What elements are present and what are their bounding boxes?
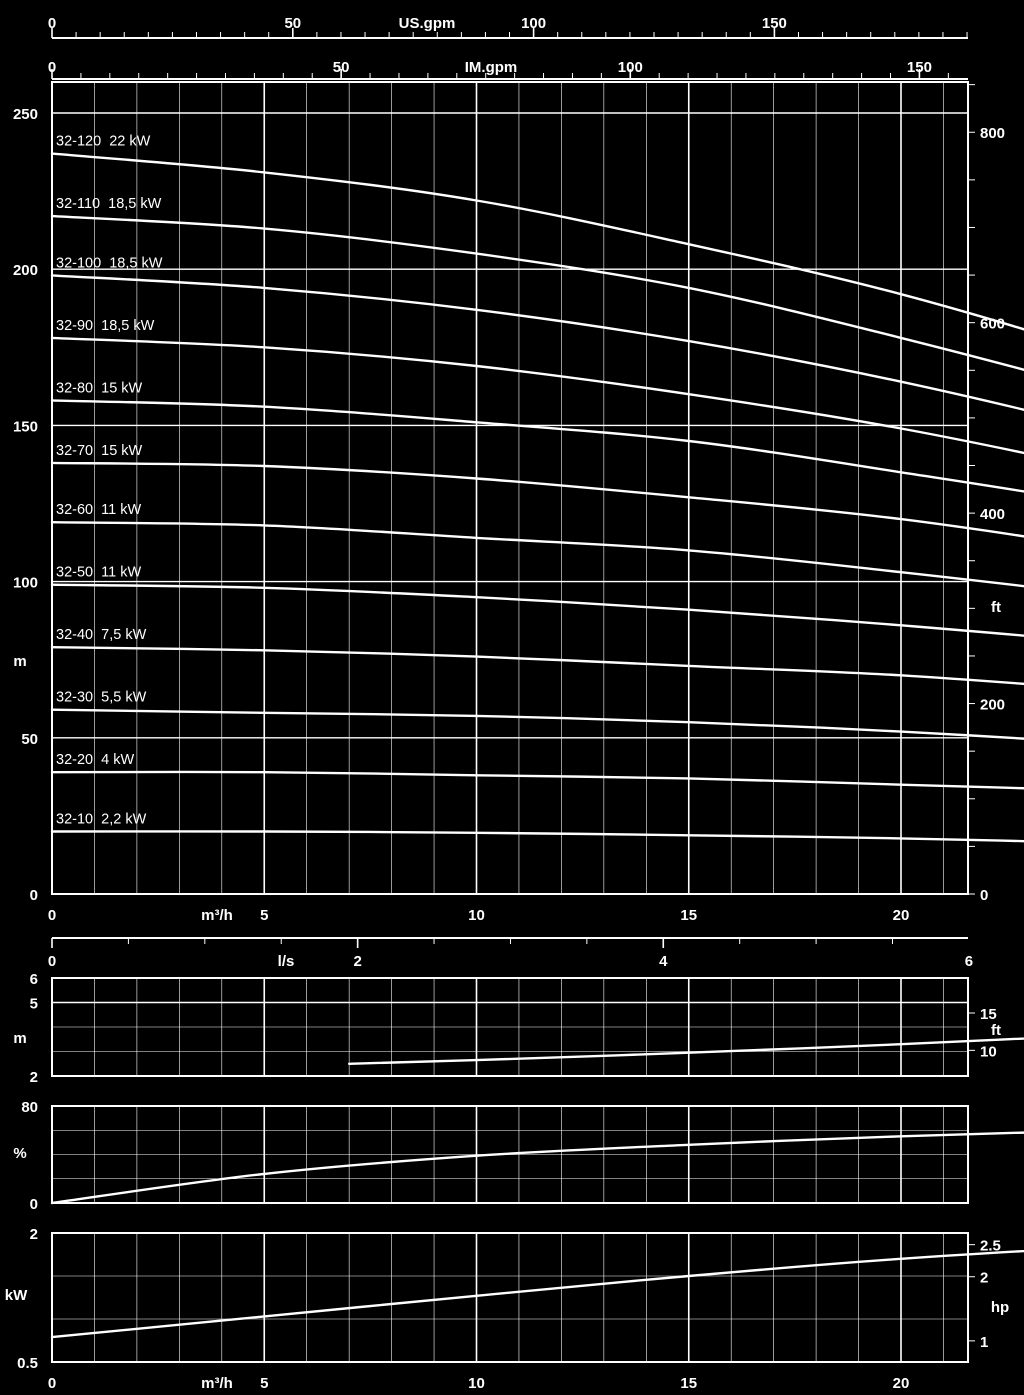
head-curve-label: 32-60 11 kW [56, 502, 141, 518]
head-curve-label: 32-40 7,5 kW [56, 627, 147, 643]
ls-axis-tick-label: 6 [965, 953, 973, 970]
npsh-y-tick-label: 6 [30, 971, 38, 988]
head-y-tick-label: 200 [13, 262, 38, 279]
npsh-y2-axis-label: ft [991, 1022, 1001, 1039]
axes-layer [51, 28, 975, 1363]
ls-axis-unit: l/s [278, 953, 295, 970]
head-curve-label: 32-90 18,5 kW [56, 318, 155, 334]
power-x-tick-label: 5 [260, 1375, 268, 1392]
head-curve [50, 708, 1024, 740]
curves-layer [50, 152, 1024, 1339]
efficiency-y-tick-label: 80 [21, 1099, 38, 1116]
head-x-tick-label: 5 [260, 907, 268, 924]
flow-axis-tick-label: 150 [907, 59, 932, 76]
power-y-tick-label: 0.5 [17, 1355, 38, 1372]
flow-axis-tick-label: 100 [521, 15, 546, 32]
head-curve-label: 32-80 15 kW [56, 380, 143, 396]
efficiency-y-tick-label: 0 [30, 1196, 38, 1213]
power-y-tick-label: 2 [30, 1226, 38, 1243]
head-curve [50, 521, 1024, 588]
flow-axis-unit: IM.gpm [465, 59, 518, 76]
head-curve-label: 32-50 11 kW [56, 565, 141, 581]
power-y2-axis-label: hp [991, 1299, 1009, 1316]
head-y-axis-label: m [13, 653, 26, 670]
head-x-tick-label: 10 [468, 907, 485, 924]
head-curve [50, 770, 1024, 790]
ls-axis-tick-label: 4 [659, 953, 668, 970]
head-x-tick-label: 20 [893, 907, 910, 924]
power-x-tick-label: 15 [680, 1375, 697, 1392]
head-curve-label: 32-100 18,5 kW [56, 255, 163, 271]
head-x-axis-unit: m³/h [201, 907, 233, 924]
power-y2-tick-label: 2 [980, 1270, 988, 1287]
npsh-y2-tick-label: 10 [980, 1043, 997, 1060]
head-curve [50, 152, 1024, 331]
power-y2-tick-label: 2.5 [980, 1238, 1001, 1255]
head-curve [50, 336, 1024, 455]
flow-axis-tick-label: 100 [618, 59, 643, 76]
power-x-axis-unit: m³/h [201, 1375, 233, 1392]
npsh-y-tick-label: 5 [30, 996, 38, 1013]
power-x-tick-label: 10 [468, 1375, 485, 1392]
head-y-tick-label: 150 [13, 418, 38, 435]
ls-axis-tick-label: 2 [353, 953, 361, 970]
head-curve-label: 32-110 18,5 kW [56, 196, 162, 212]
head-curve [50, 830, 1024, 843]
head-curve-label: 32-120 22 kW [56, 134, 151, 150]
head-curve [50, 646, 1024, 686]
flow-axis-unit: US.gpm [399, 15, 456, 32]
power-chart-frame [51, 1232, 969, 1363]
power-x-tick-label: 20 [893, 1375, 910, 1392]
flow-axis-tick-label: 50 [333, 59, 350, 76]
head-curve-label: 32-30 5,5 kW [56, 690, 147, 706]
efficiency-curve [50, 1131, 1024, 1205]
head-y2-tick-label: 200 [980, 697, 1005, 714]
head-y2-axis-label: ft [991, 599, 1001, 616]
head-x-tick-label: 15 [680, 907, 697, 924]
power-y-axis-label: kW [5, 1287, 28, 1304]
head-y-tick-label: 0 [30, 887, 38, 904]
head-y-tick-label: 250 [13, 106, 38, 123]
head-y2-tick-label: 400 [980, 506, 1005, 523]
head-x-tick-label: 0 [48, 907, 56, 924]
head-y-tick-label: 50 [21, 731, 38, 748]
head-y2-tick-label: 800 [980, 125, 1005, 142]
head-curve [50, 399, 1024, 493]
ls-axis-tick-label: 0 [48, 953, 56, 970]
flow-axis-tick-label: 150 [762, 15, 787, 32]
head-curve [50, 214, 1024, 371]
head-curve [50, 274, 1024, 411]
npsh-y-axis-label: m [13, 1030, 26, 1047]
head-curve-label: 32-70 15 kW [56, 443, 143, 459]
flow-axis-tick-label: 50 [284, 15, 301, 32]
head-curve-label: 32-10 2,2 kW [56, 812, 147, 828]
power-curve [50, 1249, 1024, 1339]
flow-axis-tick-label: 0 [48, 59, 56, 76]
power-y2-tick-label: 1 [980, 1334, 988, 1351]
head-y2-tick-label: 600 [980, 316, 1005, 333]
head-chart-frame [51, 81, 969, 895]
power-x-tick-label: 0 [48, 1375, 56, 1392]
efficiency-y-axis-label: % [13, 1145, 26, 1162]
head-curve [50, 583, 1024, 637]
head-curve-label: 32-20 4 kW [56, 752, 134, 768]
efficiency-chart-frame [51, 1105, 969, 1204]
npsh-y2-tick-label: 15 [980, 1006, 997, 1023]
npsh-chart-frame [51, 977, 969, 1077]
head-y-tick-label: 100 [13, 575, 38, 592]
npsh-curve [348, 1037, 1024, 1065]
npsh-y-tick-label: 2 [30, 1069, 38, 1086]
head-y2-tick-label: 0 [980, 887, 988, 904]
head-curve [50, 461, 1024, 538]
flow-axis-tick-label: 0 [48, 15, 56, 32]
grid-layer [51, 82, 968, 1362]
